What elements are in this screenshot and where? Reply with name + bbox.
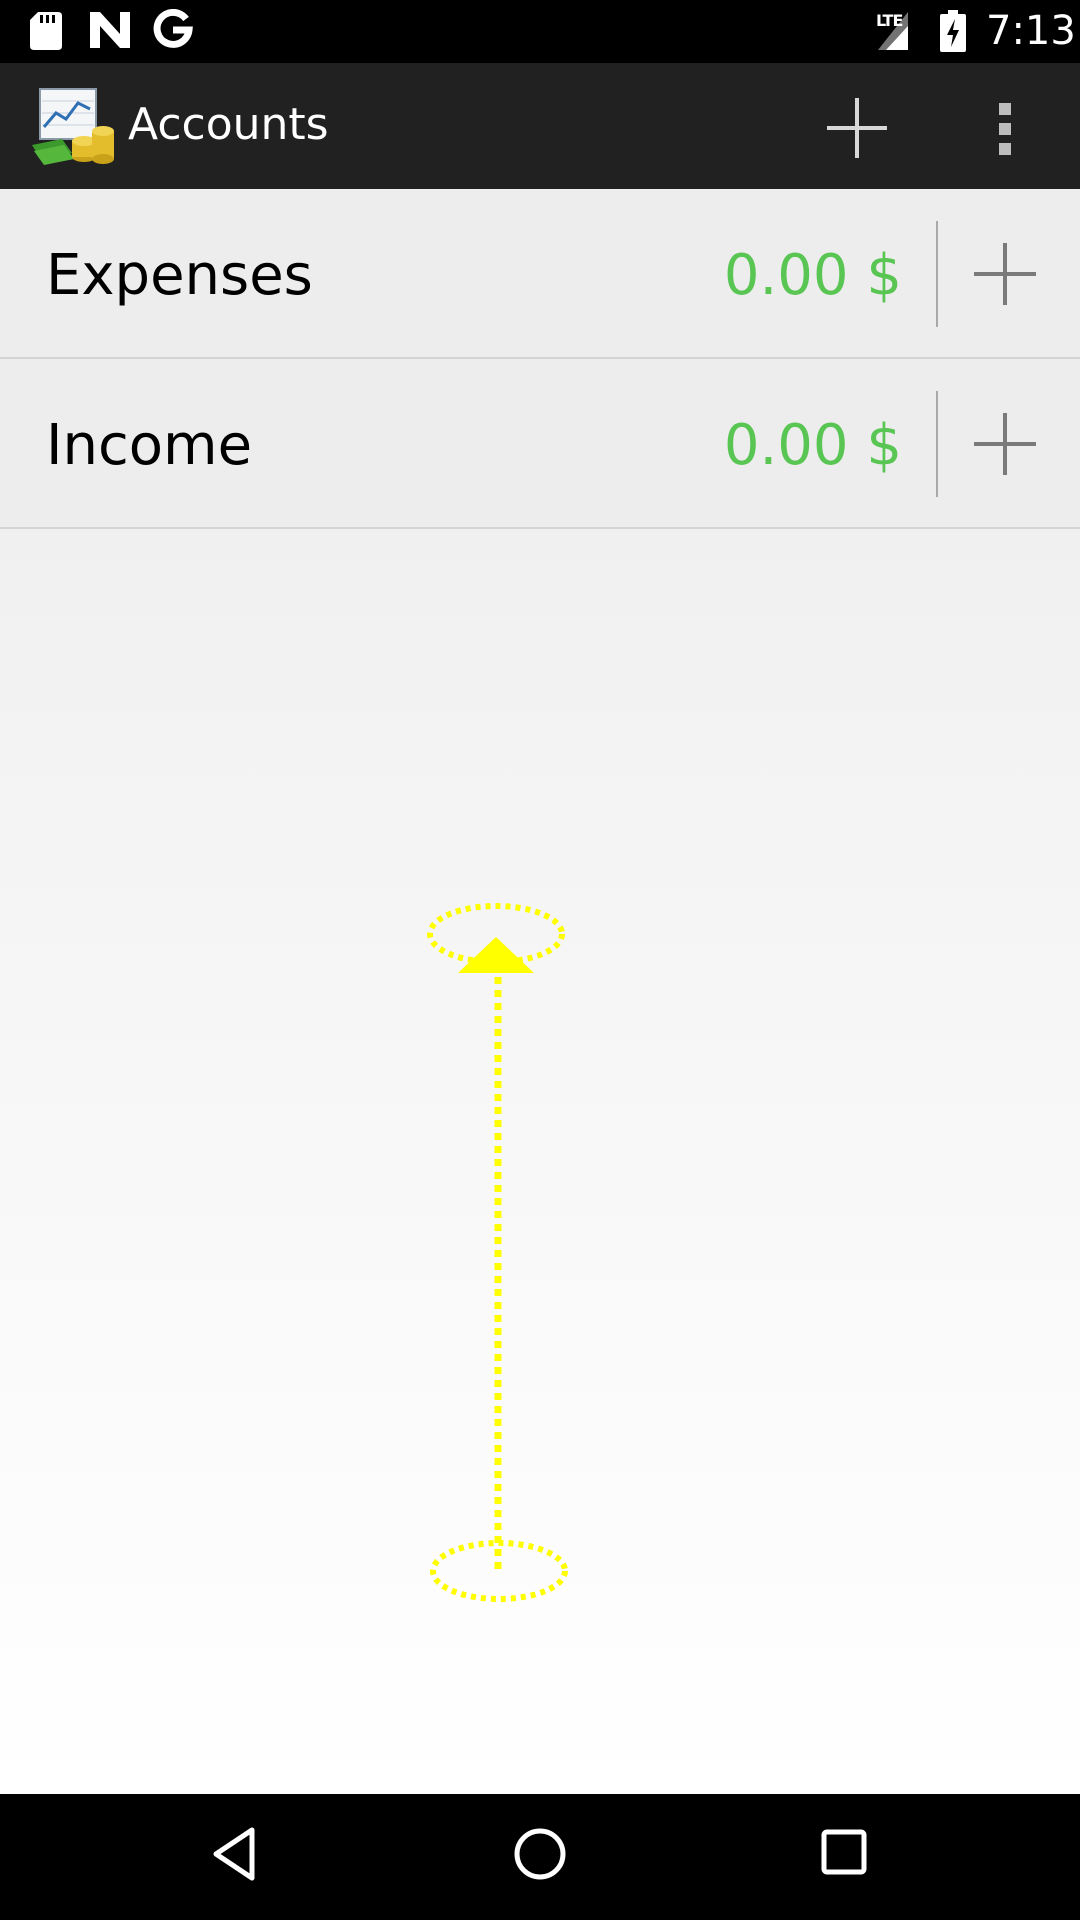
add-expense-button[interactable] [970, 239, 1040, 309]
back-icon[interactable] [210, 1826, 258, 1882]
n-notification-icon [90, 12, 130, 48]
home-icon[interactable] [512, 1826, 568, 1882]
clock: 7:13 [986, 8, 1076, 54]
gesture-start-ellipse [430, 1540, 568, 1602]
account-row-expenses[interactable]: Expenses 0.00 $ [0, 189, 1080, 359]
divider [936, 391, 938, 497]
navigation-bar [0, 1794, 1080, 1920]
overflow-menu-icon[interactable] [990, 99, 1020, 159]
divider [936, 221, 938, 327]
network-type: LTE [876, 11, 903, 30]
account-amount: 0.00 $ [723, 243, 902, 308]
page-title: Accounts [128, 99, 329, 150]
account-name: Expenses [46, 243, 313, 308]
account-name: Income [46, 413, 253, 478]
status-bar: LTE 7:13 [0, 0, 1080, 63]
add-account-button[interactable] [822, 93, 892, 163]
account-amount: 0.00 $ [723, 413, 902, 478]
action-bar: Accounts [0, 63, 1080, 189]
google-icon [153, 9, 193, 48]
app-logo-icon [32, 88, 114, 165]
sd-card-icon [30, 12, 62, 50]
battery-charging-icon [940, 10, 966, 52]
accounts-list: Expenses 0.00 $ Income 0.00 $ [0, 189, 1080, 1794]
signal-icon [878, 12, 908, 50]
add-income-button[interactable] [970, 409, 1040, 479]
account-row-income[interactable]: Income 0.00 $ [0, 359, 1080, 529]
gesture-end-ellipse [427, 903, 565, 965]
recents-icon[interactable] [820, 1828, 868, 1876]
gesture-arrow-head [458, 937, 534, 973]
